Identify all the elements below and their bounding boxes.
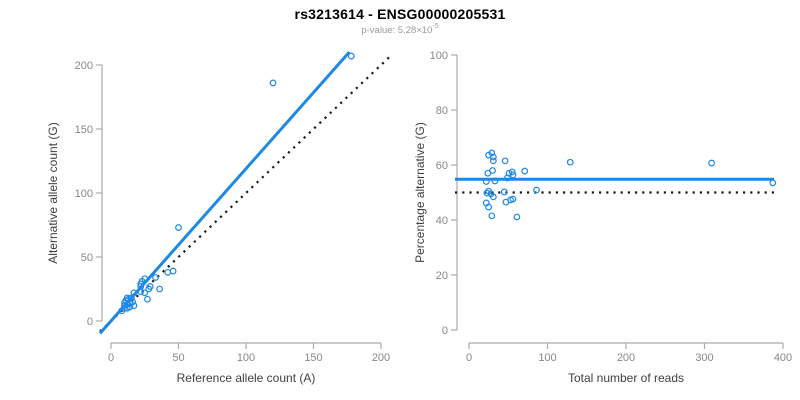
x-axis-title: Total number of reads: [568, 371, 684, 385]
y-tick-label: 150: [75, 124, 93, 136]
y-axis-title: Percentage alternative (G): [413, 122, 427, 263]
data-point: [156, 285, 164, 293]
y-tick-label: 40: [436, 215, 448, 227]
data-point: [508, 168, 516, 176]
y-tick-label: 100: [75, 188, 93, 200]
y-tick-label: 50: [81, 252, 93, 264]
y-tick-label: 200: [75, 60, 93, 72]
y-axis-title: Alternative allele count (G): [46, 122, 60, 263]
data-point: [269, 79, 277, 87]
y-tick-label: 0: [442, 325, 448, 337]
plot-panel-1: 0 100 200 300 400 0 20 40 60 80 100 Total number of…: [413, 50, 792, 385]
data-point: [129, 298, 137, 306]
data-point: [489, 157, 497, 165]
data-point: [708, 159, 715, 167]
data-point: [500, 188, 508, 196]
data-point: [169, 267, 177, 275]
pvalue-exponent: -5: [432, 23, 439, 30]
x-tick-label: 100: [237, 352, 255, 364]
data-point: [488, 212, 496, 220]
data-point: [489, 193, 497, 201]
data-point: [566, 158, 574, 166]
data-point: [483, 189, 491, 197]
data-point: [485, 203, 493, 211]
data-point: [141, 289, 149, 297]
x-tick-label: 200: [617, 352, 635, 364]
data-point: [146, 283, 154, 290]
x-tick-label: 0: [466, 352, 472, 364]
x-tick-label: 300: [695, 352, 713, 364]
data-point: [509, 171, 517, 179]
data-point: [488, 149, 496, 157]
data-point: [509, 195, 517, 203]
data-point: [127, 294, 135, 302]
data-point: [152, 274, 159, 281]
identity-line: [99, 54, 392, 333]
x-axis-title: Reference allele count (A): [177, 371, 316, 385]
data-point: [144, 295, 151, 303]
chart-title: rs3213614 - ENSG00000205531: [294, 6, 506, 22]
data-point: [521, 167, 529, 175]
data-point: [513, 213, 521, 221]
x-tick-label: 0: [108, 352, 114, 364]
data-point: [491, 177, 499, 185]
data-point: [130, 302, 138, 310]
data-point: [141, 275, 149, 283]
data-point: [482, 178, 490, 185]
data-point: [489, 167, 496, 174]
x-tick-label: 50: [172, 352, 184, 364]
x-tick-label: 100: [538, 352, 556, 364]
y-tick-label: 100: [430, 50, 448, 62]
x-tick-label: 400: [774, 352, 792, 364]
data-point: [164, 268, 172, 276]
data-point: [533, 186, 540, 194]
y-tick-label: 20: [436, 270, 448, 282]
data-point: [130, 289, 138, 297]
y-tick-label: 60: [436, 160, 448, 172]
chart-subtitle: p-value: 5.28×10-5: [0, 23, 800, 37]
data-point: [769, 179, 777, 187]
data-point: [489, 153, 497, 161]
data-point: [504, 174, 511, 182]
data-point: [126, 303, 134, 311]
y-tick-label: 80: [436, 105, 448, 117]
data-point: [347, 52, 355, 60]
x-tick-label: 150: [304, 352, 322, 364]
pvalue-text: p-value: 5.28×10: [361, 25, 433, 37]
x-tick-label: 200: [372, 352, 390, 364]
y-tick-label: 0: [87, 316, 93, 328]
data-point: [123, 294, 131, 302]
data-point: [175, 224, 182, 231]
data-point: [501, 157, 509, 165]
plot-panel-0: 0 50 100 150 200 0 50 100 150 200 Reference allele…: [46, 51, 392, 385]
